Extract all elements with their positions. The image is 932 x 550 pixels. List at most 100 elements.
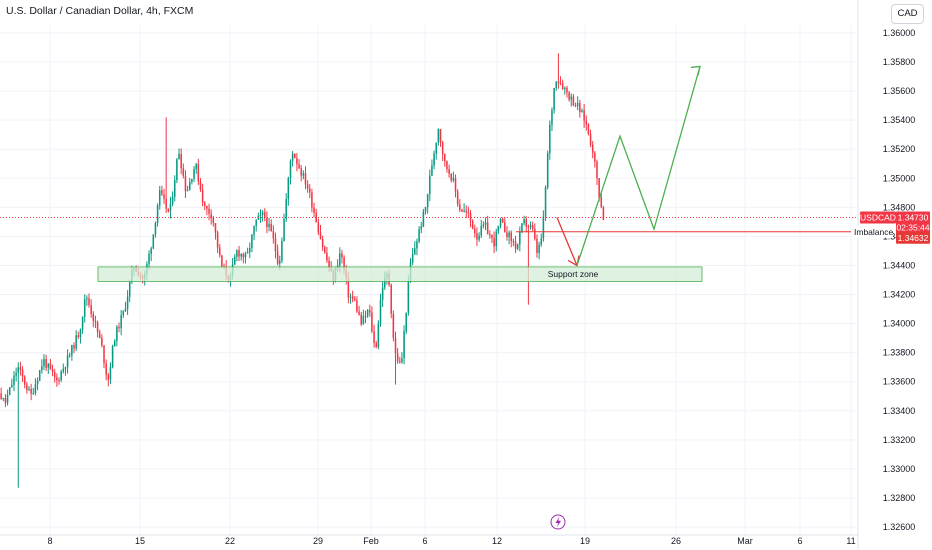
candle-body: [324, 247, 326, 253]
candle-body: [418, 229, 420, 242]
candle-body: [199, 181, 202, 190]
candle-body: [486, 222, 489, 235]
candle-body: [41, 366, 43, 371]
candle-body: [79, 329, 82, 337]
price-axis[interactable]: 1.36000 1.35800 1.35600 1.35400 1.35200 1.350…: [883, 28, 916, 532]
candle-body: [6, 394, 9, 403]
bearish-arrowhead: [567, 255, 580, 267]
candle-body: [414, 248, 416, 255]
candle-body: [124, 308, 127, 311]
candle-body: [302, 173, 305, 176]
bearish-projection-arrow[interactable]: [556, 217, 578, 266]
candle-body: [523, 219, 525, 224]
candle-body: [154, 222, 157, 235]
imbalance-label-bg: [851, 225, 893, 238]
candle-body: [161, 190, 163, 195]
candle-body: [594, 152, 596, 162]
candle-body: [349, 296, 352, 298]
candle-body: [497, 225, 500, 232]
price-tick-label: 1.32600: [883, 522, 916, 532]
candle-body: [15, 373, 17, 376]
lightning-icon[interactable]: [550, 514, 566, 530]
candle-body: [534, 228, 536, 239]
imbalance-price-tag: [896, 231, 930, 244]
candle-body: [90, 305, 92, 314]
candle-body: [120, 315, 122, 329]
candle-body: [328, 260, 330, 268]
candle-body: [579, 103, 581, 113]
candle-body: [394, 337, 397, 354]
candle-body: [536, 238, 538, 253]
candle-body: [309, 188, 311, 193]
candle-body: [0, 393, 2, 399]
candle-body: [255, 219, 257, 227]
candle-body: [459, 204, 461, 210]
candle-body: [186, 190, 189, 192]
candle-body: [396, 353, 399, 362]
candle-body: [221, 255, 223, 267]
candle-body: [476, 233, 478, 240]
candle-body: [456, 191, 459, 205]
candle-body: [420, 226, 422, 230]
candle-body: [270, 223, 272, 232]
candle-body: [429, 175, 431, 195]
candle-body: [557, 81, 560, 83]
candle-body: [195, 164, 197, 170]
candle-body: [28, 389, 30, 391]
candle-body: [433, 153, 435, 166]
candle-body: [519, 231, 521, 245]
candle-body: [238, 250, 240, 257]
candle-body: [311, 192, 313, 208]
candle-body: [73, 345, 75, 349]
candle-body: [283, 218, 285, 241]
candle-body: [566, 87, 568, 93]
candle-body: [369, 310, 371, 313]
bullish-projection-path[interactable]: [576, 66, 701, 266]
candle-body: [173, 180, 176, 197]
candle-body: [437, 129, 440, 143]
candle-body: [148, 254, 150, 265]
candle-body: [600, 197, 603, 208]
candle-body: [506, 232, 508, 238]
candle-body: [98, 332, 101, 338]
candle-body: [491, 234, 493, 239]
candle-body: [448, 169, 450, 174]
candle-body: [343, 257, 345, 270]
candle-body: [251, 234, 253, 249]
candle-body: [379, 299, 382, 324]
candle-body: [596, 161, 598, 179]
candle-body: [263, 212, 266, 219]
candle-body: [495, 231, 498, 247]
time-tick-label: 22: [225, 536, 235, 546]
price-tick-label: 1.36000: [883, 28, 916, 38]
time-axis[interactable]: 8 15 22 29 Feb 6 12 19 26 Mar 6 11: [47, 536, 855, 546]
candle-body: [236, 250, 238, 257]
candle-body: [559, 82, 562, 84]
candle-body: [411, 254, 414, 263]
candle-body: [126, 296, 129, 309]
candle-body: [240, 254, 242, 257]
candle-body: [66, 355, 69, 368]
countdown-label: 02:35:44: [896, 223, 929, 233]
price-tick-label: 1.32800: [883, 493, 916, 503]
candle-body: [19, 367, 22, 370]
currency-button[interactable]: CAD: [891, 4, 924, 24]
candle-body: [300, 168, 302, 176]
support-zone[interactable]: [97, 266, 703, 282]
time-tick-label: 8: [47, 536, 52, 546]
price-tick-label: 1.33600: [883, 377, 916, 387]
candle-body: [208, 208, 210, 214]
imbalance-price-label: 1.34632: [898, 233, 929, 243]
time-tick-label: Feb: [363, 536, 379, 546]
candle-body: [304, 173, 307, 185]
candle-body: [167, 208, 170, 212]
candle-body: [546, 153, 549, 188]
candle-body: [381, 287, 384, 300]
candle-body: [105, 363, 107, 375]
candle-body: [525, 219, 528, 227]
candle-body: [544, 187, 547, 217]
candle-body: [60, 371, 62, 381]
candle-body: [465, 210, 468, 213]
candle-body: [317, 222, 320, 233]
